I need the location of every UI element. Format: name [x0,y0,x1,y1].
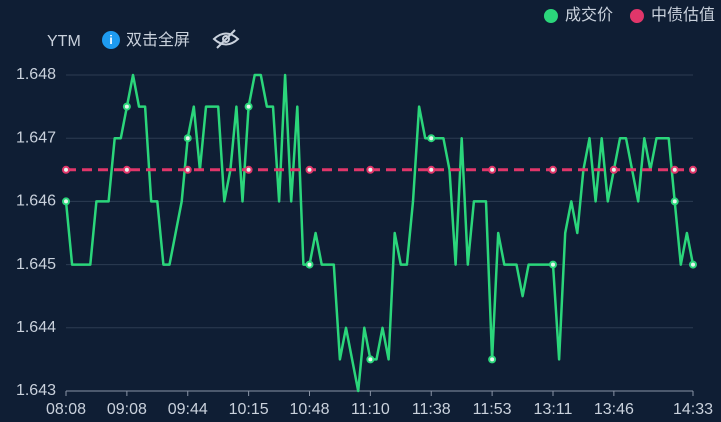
point-marker [183,165,192,174]
point-marker [689,260,697,269]
y-tick-label: 1.643 [16,382,56,399]
hide-icon[interactable] [212,29,240,49]
y-tick-label: 1.646 [16,193,56,210]
legend-swatch [543,9,558,23]
point-marker [244,102,253,111]
point-marker [244,165,253,174]
point-marker [305,165,314,174]
legend-label: 成交价 [565,6,613,24]
legend: 中债估值 成交价 [543,6,715,24]
point-marker [609,165,618,174]
x-tick-label: 11:38 [412,401,451,418]
y-tick-label: 1.644 [16,319,56,336]
y-tick-label: 1.648 [16,66,56,83]
plot-area: 1.643 1.644 1.645 1.646 1.647 1.648 08:08 09:08… [16,66,713,418]
point-marker [670,165,679,174]
fullscreen-hint[interactable]: 双击全屏 [126,31,190,49]
x-tick-label: 09:08 [107,401,147,418]
y-tick-label: 1.647 [16,129,56,146]
series-line [64,73,695,393]
point-marker [122,165,131,174]
point-marker [305,260,314,269]
point-marker [670,197,679,206]
point-marker [548,260,557,269]
svg-text:i: i [109,33,112,47]
y-tick-label: 1.645 [16,256,56,273]
x-tick-label: 14:33 [673,401,713,418]
x-tick-label: 10:48 [289,401,329,418]
x-tick-label: 09:44 [168,401,208,418]
x-tick-label: 08:08 [46,401,86,418]
point-marker [183,134,192,143]
point-marker [62,165,70,174]
y-axis-label: YTM [47,33,81,50]
info-icon[interactable]: i [102,31,120,49]
x-tick-label: 13:46 [594,401,634,418]
x-tick-label: 10:15 [229,401,269,418]
legend-swatch [629,9,644,23]
x-tick-label: 11:53 [473,401,512,418]
legend-label: 中债估值 [651,6,715,24]
point-marker [366,355,375,364]
point-marker [548,165,557,174]
point-marker [488,355,497,364]
point-marker [427,165,436,174]
point-marker [689,165,697,174]
point-marker [488,165,497,174]
x-tick-label: 11:10 [351,401,390,418]
point-marker [427,134,436,143]
point-marker [62,197,70,206]
x-tick-label: 13:11 [534,401,573,418]
point-marker [122,102,131,111]
point-marker [366,165,375,174]
